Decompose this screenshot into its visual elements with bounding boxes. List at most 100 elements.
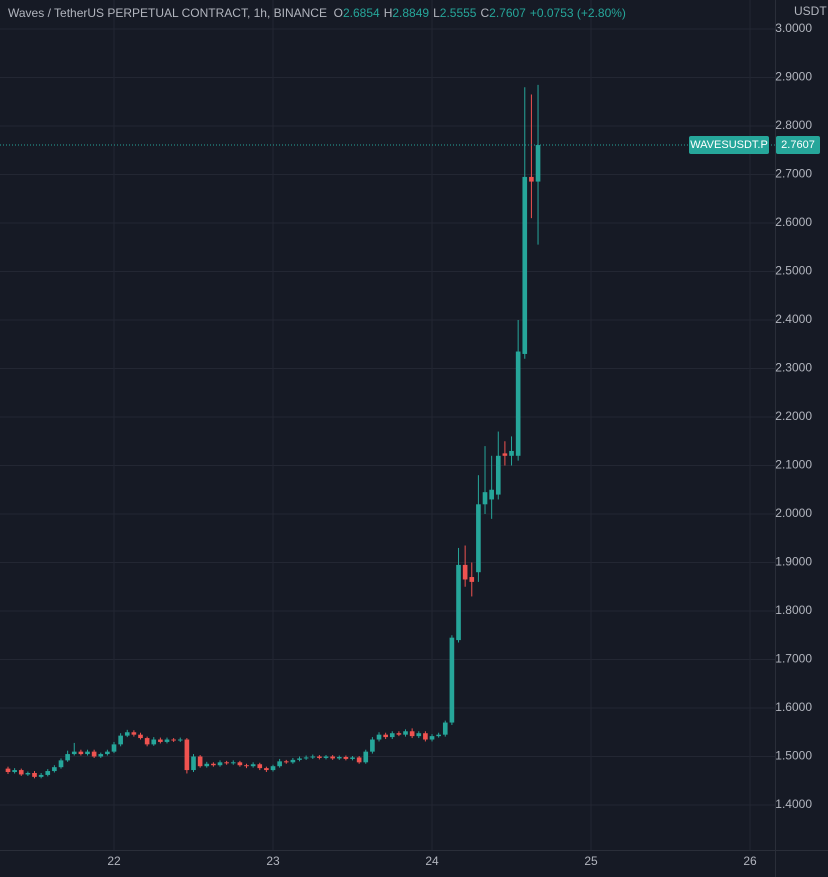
ohlc-key: O: [333, 6, 343, 20]
candle-body: [277, 761, 282, 767]
candle-body: [91, 751, 97, 757]
candle-body: [343, 756, 349, 759]
candle-body: [5, 768, 11, 773]
candle-body: [131, 732, 137, 735]
currency-label: USDT: [794, 4, 827, 18]
y-tick-label: 2.0000: [775, 506, 812, 520]
candle-body: [409, 731, 415, 737]
candle-body: [217, 762, 223, 766]
candle-body: [270, 766, 276, 771]
x-tick-label: 24: [425, 854, 439, 868]
candle-body: [482, 492, 488, 505]
candle-body: [38, 774, 44, 777]
candle-body: [197, 756, 203, 767]
ohlc-key: C: [480, 6, 490, 20]
x-tick-label: 26: [743, 854, 757, 868]
candle-body: [230, 762, 236, 764]
candle-body: [85, 751, 90, 755]
symbol-tag: WAVESUSDT.P: [690, 139, 768, 151]
candle-body: [98, 754, 104, 757]
candle-body: [290, 759, 296, 763]
candle-body: [416, 733, 422, 737]
candle-body: [423, 733, 428, 740]
candle-body: [124, 732, 130, 736]
candle-body: [177, 739, 183, 741]
x-tick-label: 22: [107, 854, 121, 868]
candle-body: [370, 739, 375, 752]
candle-body: [515, 351, 521, 456]
legend-header: Waves / TetherUS PERPETUAL CONTRACT, 1h,…: [8, 6, 630, 20]
ohlc-value: 2.5555: [439, 6, 477, 20]
candle-body: [336, 756, 342, 759]
candle-body: [18, 770, 24, 775]
candle-body: [462, 564, 468, 580]
candle-body: [297, 758, 302, 760]
candle-body: [65, 754, 70, 761]
ohlc-key: L: [433, 6, 440, 20]
ohlc-key: H: [383, 6, 393, 20]
candle-body: [144, 738, 150, 745]
x-tick-label: 23: [266, 854, 280, 868]
ohlc-value: 2.6854: [343, 6, 380, 20]
y-tick-label: 1.8000: [775, 603, 812, 617]
candle-body: [350, 757, 355, 759]
last-price-tag-bg: [776, 136, 820, 155]
candle-body: [283, 761, 289, 763]
y-tick-label: 2.6000: [775, 215, 812, 229]
x-tick-label: 25: [584, 854, 598, 868]
candle-body: [78, 751, 84, 755]
candle-body: [257, 764, 263, 769]
title: Waves / TetherUS PERPETUAL CONTRACT, 1h,…: [8, 6, 327, 20]
y-tick-label: 2.3000: [775, 361, 812, 375]
candle-body: [476, 504, 481, 573]
candle-body: [363, 751, 369, 763]
candle-body: [330, 756, 335, 759]
candle-body: [204, 763, 210, 767]
change: +0.0753 (+2.80%): [529, 6, 626, 20]
candle-body: [403, 731, 408, 735]
candle-body: [522, 176, 528, 354]
candle-body: [376, 734, 382, 740]
candle-body: [489, 489, 494, 500]
candle-body: [105, 751, 110, 755]
candle-body: [389, 733, 395, 738]
y-tick-label: 1.6000: [775, 700, 812, 714]
y-tick-label: 2.5000: [775, 264, 812, 278]
candle-body: [12, 770, 17, 773]
candle-body: [237, 762, 243, 766]
y-tick-label: 2.2000: [775, 409, 812, 423]
candle-body: [535, 145, 541, 182]
candle-body: [151, 739, 157, 745]
candle-body: [45, 771, 51, 775]
candle-body: [52, 767, 57, 772]
y-tick-label: 2.1000: [775, 458, 812, 472]
candle-body: [502, 453, 508, 456]
y-tick-label: 2.7000: [775, 167, 812, 181]
candle-body: [509, 450, 514, 456]
candle-body: [303, 757, 309, 759]
candle-body: [396, 733, 402, 735]
candle-body: [138, 734, 143, 739]
candle-body: [442, 722, 448, 735]
candle-body: [456, 564, 461, 641]
candle-body: [111, 744, 117, 752]
candle-body: [32, 772, 37, 777]
candle-body: [317, 756, 322, 758]
candle-body: [356, 757, 362, 763]
candle-body: [250, 764, 256, 767]
candle-body: [191, 756, 196, 771]
candle-body: [429, 736, 435, 740]
candle-body: [529, 176, 534, 182]
y-tick-label: 2.8000: [775, 118, 812, 132]
y-tick-label: 1.5000: [775, 749, 812, 763]
candle-body: [211, 763, 216, 766]
y-tick-label: 3.0000: [775, 21, 812, 35]
candle-body: [164, 739, 170, 742]
candle-body: [118, 735, 123, 745]
candle-body: [224, 762, 229, 764]
candle-body: [25, 772, 31, 775]
candle-body: [469, 577, 475, 582]
candle-body: [323, 756, 329, 758]
